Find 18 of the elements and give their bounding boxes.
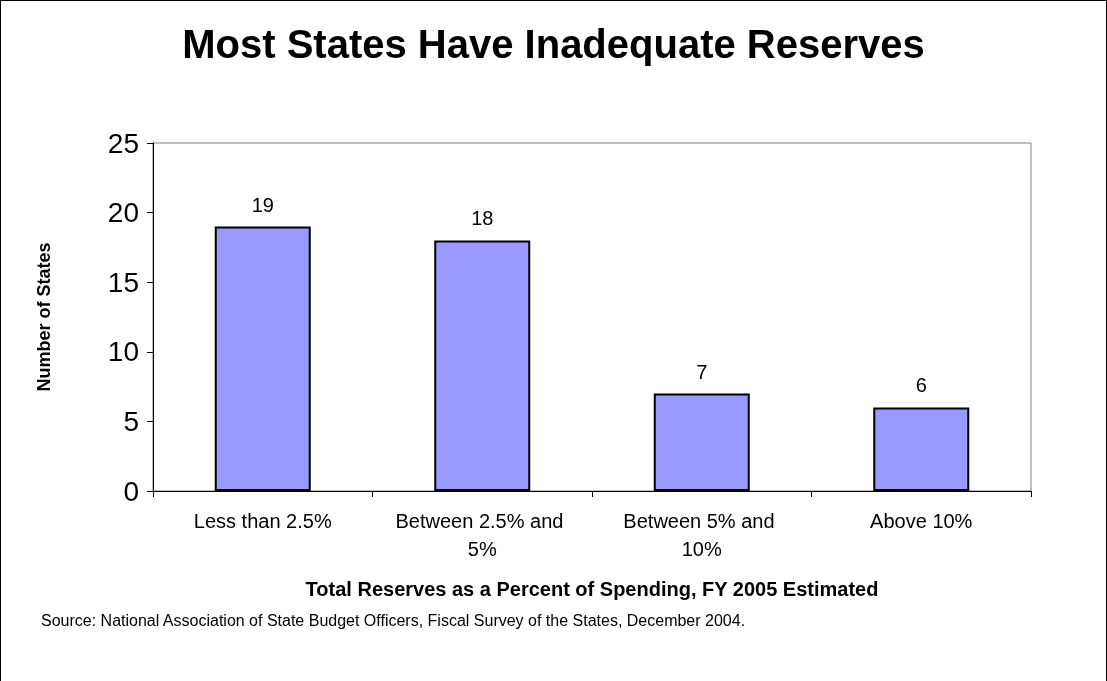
x-tick-label: Between 5% and 10%	[623, 510, 781, 560]
data-label: 18	[471, 207, 494, 230]
x-axis-title: Total Reserves as a Percent of Spending, FY 2005 Estimated	[305, 578, 879, 600]
y-tick-label: 5	[123, 405, 139, 437]
y-tick-label: 10	[107, 336, 139, 368]
data-label: 7	[696, 360, 708, 383]
x-tick-label: Above 10%	[870, 510, 973, 532]
y-tick-label: 20	[107, 197, 139, 229]
y-tick-label: 15	[107, 266, 139, 298]
y-axis-title: Number of States	[34, 242, 54, 392]
x-tick-label: Less than 2.5%	[193, 510, 332, 532]
x-tick-label: Between 2.5% and 5%	[395, 510, 569, 560]
chart-title: Most States Have Inadequate Reserves	[182, 22, 925, 66]
data-label: 19	[251, 193, 274, 216]
data-label: 6	[915, 374, 927, 397]
y-tick-label: 0	[123, 475, 139, 507]
y-tick-label: 25	[107, 127, 139, 159]
source-note: Source: National Association of State Budget Officers, Fiscal Survey of the States, December 2004.	[41, 611, 747, 631]
